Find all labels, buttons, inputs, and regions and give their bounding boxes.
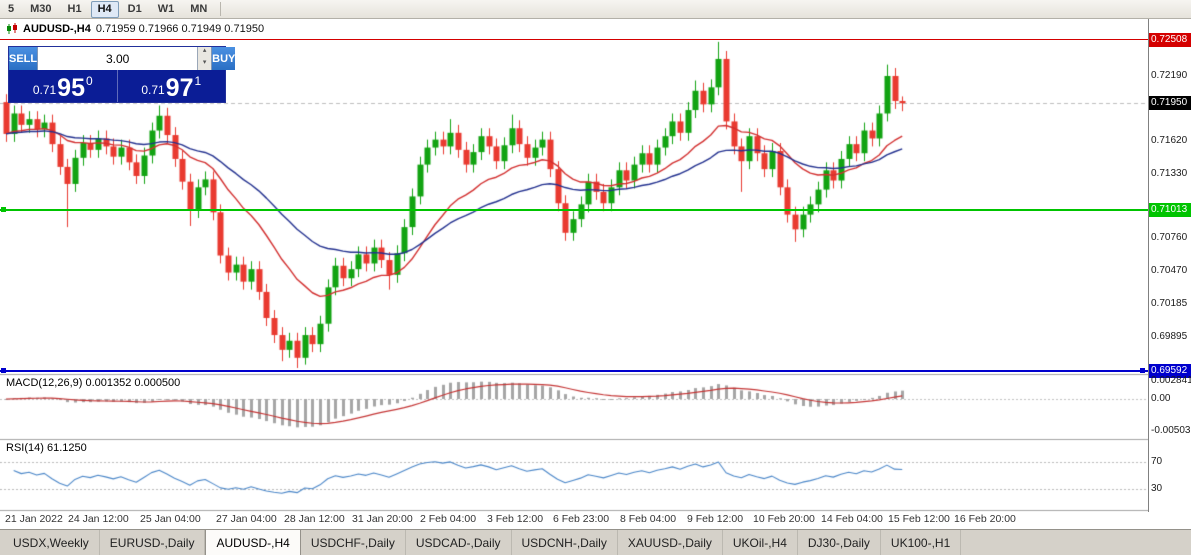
chart-tab-usdchf-daily[interactable]: USDCHF-,Daily bbox=[301, 530, 406, 555]
buy-price-pip: 1 bbox=[194, 74, 202, 88]
price-axis: 0.72190 0.71620 0.71330 0.70760 0.70470 0.701… bbox=[1148, 19, 1191, 512]
time-axis-label: 25 Jan 04:00 bbox=[140, 513, 201, 525]
lower-support-line-handle-left[interactable] bbox=[1, 368, 6, 374]
price-axis-grid-label: 0.70760 bbox=[1151, 232, 1188, 244]
lower-support-line-price-label: 0.69592 bbox=[1149, 364, 1191, 379]
resistance-line-price-label: 0.72508 bbox=[1149, 32, 1191, 47]
sell-price-big: 95 bbox=[57, 74, 85, 102]
buy-price-big: 97 bbox=[165, 74, 194, 102]
timeframe-button-m30[interactable]: M30 bbox=[30, 2, 52, 15]
timeframe-button-h4[interactable]: H4 bbox=[90, 0, 119, 18]
current-price-label: 0.71950 bbox=[1149, 96, 1191, 111]
timeframe-button-5[interactable]: 5 bbox=[8, 2, 15, 15]
time-axis-label: 10 Feb 20:00 bbox=[753, 513, 815, 525]
timeframe-button-w1[interactable]: W1 bbox=[157, 2, 175, 15]
macd-indicator-label: MACD(12,26,9) 0.001352 0.000500 bbox=[6, 377, 181, 389]
time-axis-label: 8 Feb 04:00 bbox=[620, 513, 677, 525]
chart-tab-xauusd-daily[interactable]: XAUUSD-,Daily bbox=[618, 530, 723, 555]
buy-button[interactable]: BUY bbox=[212, 47, 236, 70]
chart-title-symbol: AUDUSD-,H4 bbox=[23, 23, 91, 35]
chart-tab-usdcad-daily[interactable]: USDCAD-,Daily bbox=[406, 530, 512, 555]
chart-tab-audusd-h4[interactable]: AUDUSD-,H4 bbox=[205, 530, 301, 555]
chart-tab-uk100-h1[interactable]: UK100-,H1 bbox=[881, 530, 962, 555]
toolbar-separator bbox=[220, 2, 222, 16]
time-axis: 21 Jan 2022 24 Jan 12:00 25 Jan 04:00 27 Ja… bbox=[0, 511, 1148, 529]
buy-price-display: 0.71 97 1 bbox=[118, 70, 226, 102]
price-axis-grid-label: 0.71620 bbox=[1151, 134, 1188, 146]
sell-button[interactable]: SELL bbox=[9, 47, 38, 70]
one-click-trading-panel: SELL ▴ ▾ BUY 0.71 95 0 0.71 97 1 bbox=[8, 46, 236, 103]
chart-tabs-bar: USDX,Weekly EURUSD-,Daily AUDUSD-,H4 USDCHF… bbox=[0, 529, 1191, 555]
macd-axis-label: -0.00503 bbox=[1151, 424, 1191, 436]
chart-tab-dj30-daily[interactable]: DJ30-,Daily bbox=[798, 530, 881, 555]
rsi-axis-label: 70 bbox=[1151, 455, 1163, 467]
time-axis-label: 6 Feb 23:00 bbox=[553, 513, 610, 525]
chart-tab-usdcnh-daily[interactable]: USDCNH-,Daily bbox=[512, 530, 618, 555]
volume-input[interactable] bbox=[38, 47, 198, 70]
macd-axis-label: 0.00 bbox=[1151, 393, 1171, 404]
timeframe-toolbar: 5 M30 H1 H4 D1 W1 MN bbox=[0, 0, 1191, 19]
price-axis-grid-label: 0.69895 bbox=[1151, 330, 1188, 342]
lower-support-line-handle-right[interactable] bbox=[1140, 368, 1145, 374]
volume-box: ▴ ▾ bbox=[37, 47, 213, 70]
time-axis-label: 24 Jan 12:00 bbox=[68, 513, 129, 525]
time-axis-label: 3 Feb 12:00 bbox=[487, 513, 544, 525]
time-axis-label: 31 Jan 20:00 bbox=[352, 513, 413, 525]
volume-spinner: ▴ ▾ bbox=[197, 47, 212, 70]
price-axis-grid-label: 0.70185 bbox=[1151, 297, 1188, 309]
time-axis-label: 28 Jan 12:00 bbox=[284, 513, 345, 525]
chart-title: AUDUSD-,H4 0.71959 0.71966 0.71949 0.719… bbox=[6, 23, 264, 35]
time-axis-label: 15 Feb 12:00 bbox=[888, 513, 950, 525]
time-axis-label: 14 Feb 04:00 bbox=[821, 513, 883, 525]
time-axis-label: 9 Feb 12:00 bbox=[687, 513, 744, 525]
sell-price-display: 0.71 95 0 bbox=[9, 70, 118, 102]
price-axis-grid-label: 0.71330 bbox=[1151, 167, 1188, 179]
volume-up-button[interactable]: ▴ bbox=[198, 47, 212, 59]
time-axis-label: 21 Jan 2022 bbox=[5, 513, 63, 525]
timeframe-button-d1[interactable]: D1 bbox=[127, 2, 142, 15]
support-line[interactable] bbox=[0, 208, 1148, 211]
chart-tab-eurusd-daily[interactable]: EURUSD-,Daily bbox=[100, 530, 206, 555]
price-axis-grid-label: 0.70470 bbox=[1151, 265, 1188, 277]
macd-axis-label: 0.002841 bbox=[1151, 374, 1191, 386]
sell-price-pip: 0 bbox=[85, 74, 93, 88]
time-axis-label: 2 Feb 04:00 bbox=[420, 513, 477, 525]
resistance-line[interactable] bbox=[0, 39, 1148, 41]
timeframe-button-h1[interactable]: H1 bbox=[67, 2, 82, 15]
chart-title-ohlc: 0.71959 0.71966 0.71949 0.71950 bbox=[95, 23, 265, 35]
volume-down-button[interactable]: ▾ bbox=[198, 58, 212, 70]
rsi-indicator-label: RSI(14) 61.1250 bbox=[6, 442, 87, 454]
lower-support-line[interactable] bbox=[0, 370, 1148, 373]
timeframe-button-mn[interactable]: MN bbox=[190, 2, 208, 15]
support-line-price-label: 0.71013 bbox=[1149, 202, 1191, 217]
sell-price-prefix: 0.71 bbox=[32, 83, 57, 97]
support-line-handle-left[interactable] bbox=[1, 206, 6, 212]
time-axis-label: 16 Feb 20:00 bbox=[954, 513, 1016, 525]
time-axis-label: 27 Jan 04:00 bbox=[216, 513, 277, 525]
buy-price-prefix: 0.71 bbox=[141, 83, 165, 97]
chart-tab-ukoil-h4[interactable]: UKOil-,H4 bbox=[723, 530, 798, 555]
price-axis-grid-label: 0.72190 bbox=[1151, 69, 1188, 81]
chart-icon bbox=[6, 23, 18, 35]
chart-tab-usdx-weekly[interactable]: USDX,Weekly bbox=[3, 530, 100, 555]
rsi-axis-label: 30 bbox=[1151, 483, 1163, 495]
